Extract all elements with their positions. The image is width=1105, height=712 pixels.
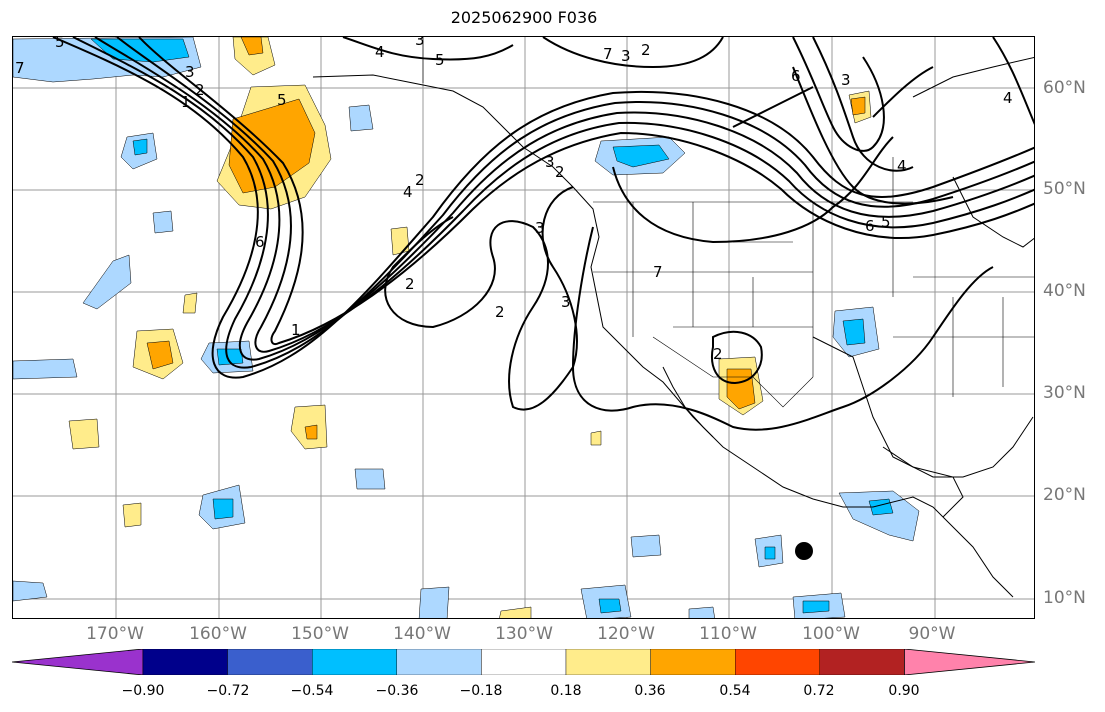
contour-label: 3 <box>535 219 545 237</box>
contour-label: 4 <box>403 183 413 201</box>
colorbar-swatch <box>312 649 398 675</box>
colorbar-swatch <box>396 649 482 675</box>
contour-label: 3 <box>561 293 571 311</box>
contour-label: 6 <box>791 67 801 85</box>
lon-label: 100°W <box>802 624 860 644</box>
contour-label: 6 <box>865 217 875 235</box>
contour-label: 2 <box>641 41 651 59</box>
contour-label: 2 <box>555 163 565 181</box>
colorbar-swatches <box>12 649 1035 675</box>
colorbar-tick: 0.18 <box>550 683 582 699</box>
contour-label: 1 <box>291 321 301 339</box>
storm-center-marker <box>795 542 813 560</box>
coastlines <box>312 56 1034 598</box>
lon-label: 90°W <box>908 624 956 644</box>
map-panel: 5 3 4 3 5 3 2 7 6 3 4 6 5 4 7 6 2 4 3 2 … <box>12 36 1035 619</box>
lon-label: 170°W <box>86 624 144 644</box>
lat-label: 20°N <box>1043 485 1086 505</box>
colorbar-swatch <box>904 649 1035 675</box>
colorbar-tick: −0.54 <box>290 683 334 699</box>
contour-label: 3 <box>841 71 851 89</box>
lon-label: 160°W <box>189 624 247 644</box>
lat-label: 60°N <box>1043 78 1086 98</box>
colorbar-swatch <box>819 649 905 675</box>
colorbar-swatch <box>142 649 228 675</box>
contour-label: 7 <box>15 59 25 77</box>
contour-label: 3 <box>185 63 195 81</box>
contour-label: 2 <box>415 171 425 189</box>
colorbar-tick: −0.72 <box>206 683 250 699</box>
colorbar-tick: −0.90 <box>121 683 165 699</box>
lon-label: 150°W <box>291 624 349 644</box>
colorbar <box>12 649 1035 675</box>
contour-label: 2 <box>495 303 505 321</box>
lon-label: 140°W <box>393 624 451 644</box>
contour-label: 5 <box>277 91 287 109</box>
contour-label: 5 <box>55 37 65 51</box>
lon-label: 130°W <box>495 624 553 644</box>
contour-label: 3 <box>545 153 555 171</box>
colorbar-swatch <box>735 649 821 675</box>
contour-label: 1 <box>181 93 191 111</box>
contour-label: 7 <box>653 263 663 281</box>
contour-label: 3 <box>415 37 425 49</box>
colorbar-tick: −0.36 <box>375 683 419 699</box>
shaded-anomalies <box>13 37 920 618</box>
contour-lines <box>52 37 1034 431</box>
colorbar-swatch <box>650 649 736 675</box>
map-canvas: 5 3 4 3 5 3 2 7 6 3 4 6 5 4 7 6 2 4 3 2 … <box>13 37 1034 618</box>
contour-label: 5 <box>881 213 891 231</box>
colorbar-tick: 0.72 <box>803 683 835 699</box>
colorbar-swatch <box>565 649 651 675</box>
contour-label: 4 <box>375 43 385 61</box>
contour-label: 6 <box>255 233 265 251</box>
lon-label: 120°W <box>597 624 655 644</box>
contour-label: 2 <box>713 345 723 363</box>
contour-label: 4 <box>1003 89 1013 107</box>
contour-label: 2 <box>405 275 415 293</box>
contour-label: 2 <box>195 81 205 99</box>
contour-label: 3 <box>621 47 631 65</box>
lat-label: 30°N <box>1043 383 1086 403</box>
colorbar-tick: 0.36 <box>634 683 666 699</box>
lat-label: 10°N <box>1043 588 1086 608</box>
lat-label: 40°N <box>1043 281 1086 301</box>
colorbar-swatch <box>12 649 144 675</box>
contour-label: 7 <box>603 45 613 63</box>
colorbar-tick: 0.90 <box>888 683 920 699</box>
colorbar-swatch <box>227 649 313 675</box>
contour-label-group: 5 3 4 3 5 3 2 7 6 3 4 6 5 4 7 6 2 4 3 2 … <box>15 37 1013 363</box>
lon-label: 110°W <box>699 624 757 644</box>
colorbar-tick: −0.18 <box>459 683 503 699</box>
colorbar-swatch <box>481 649 567 675</box>
map-title: 2025062900 F036 <box>450 8 598 27</box>
contour-label: 4 <box>897 157 907 175</box>
contour-label: 5 <box>435 51 445 69</box>
colorbar-tick: 0.54 <box>719 683 751 699</box>
lat-label: 50°N <box>1043 179 1086 199</box>
